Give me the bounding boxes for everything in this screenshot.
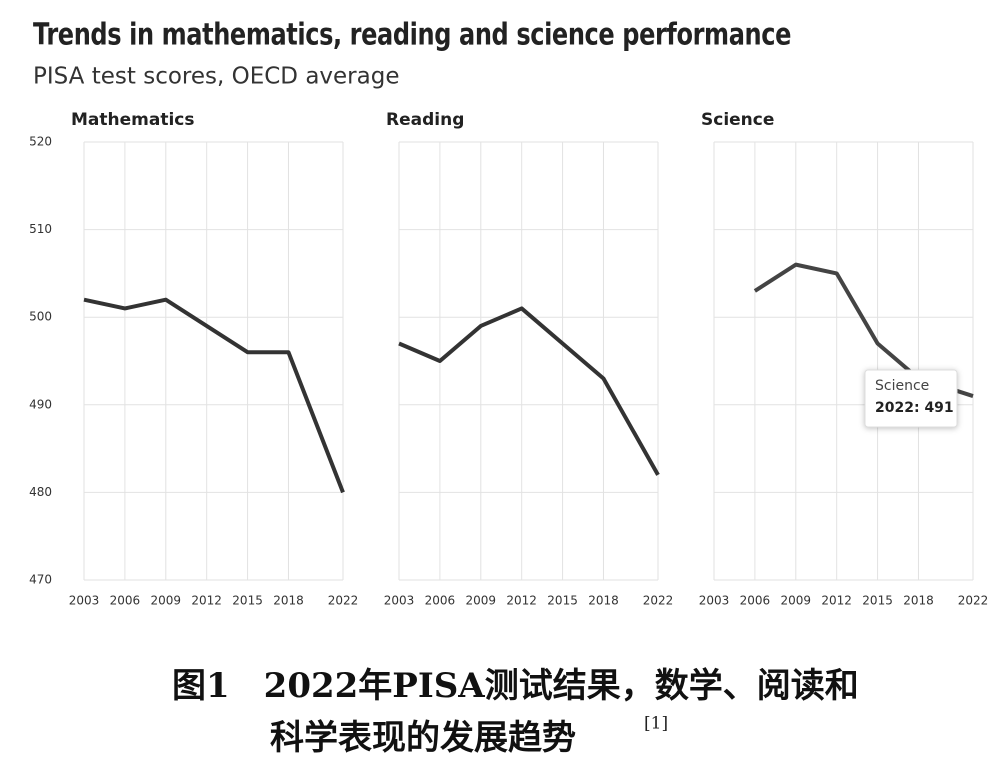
x-tick-label: 2003 — [699, 594, 730, 608]
x-tick-label: 2006 — [425, 594, 456, 608]
x-tick-label: 2012 — [191, 594, 222, 608]
chart-title: Trends in mathematics, reading and scien… — [33, 18, 791, 53]
panel-title: Reading — [386, 110, 464, 130]
x-tick-label: 2015 — [862, 594, 893, 608]
tooltip: Science 2022: 491 — [864, 369, 958, 428]
tooltip-series: Science — [875, 378, 929, 394]
x-tick-label: 2022 — [958, 594, 989, 608]
chart-subtitle: PISA test scores, OECD average — [33, 64, 399, 90]
y-tick-label: 480 — [29, 485, 52, 499]
y-tick-label: 520 — [29, 135, 52, 149]
y-tick-label: 470 — [29, 573, 52, 587]
x-tick-label: 2012 — [821, 594, 852, 608]
x-tick-label: 2009 — [781, 594, 812, 608]
x-tick-label: 2006 — [740, 594, 771, 608]
tooltip-box — [864, 369, 958, 428]
x-tick-label: 2012 — [506, 594, 537, 608]
tooltip-value: 2022: 491 — [875, 400, 954, 416]
x-tick-label: 2018 — [588, 594, 619, 608]
x-tick-label: 2018 — [903, 594, 934, 608]
x-tick-label: 2022 — [643, 594, 674, 608]
x-tick-label: 2015 — [232, 594, 263, 608]
y-tick-label: 490 — [29, 397, 52, 411]
caption-line: 图1 2022年PISA测试结果，数学、阅读和 — [172, 666, 859, 706]
panel-title: Mathematics — [71, 110, 194, 130]
caption-line: 科学表现的发展趋势 — [270, 718, 576, 758]
y-tick-label: 500 — [29, 310, 52, 324]
x-tick-label: 2015 — [547, 594, 578, 608]
x-tick-label: 2022 — [328, 594, 359, 608]
y-tick-label: 510 — [29, 222, 52, 236]
x-tick-label: 2006 — [110, 594, 141, 608]
x-tick-label: 2009 — [151, 594, 182, 608]
caption-ref: [1] — [644, 714, 668, 734]
x-tick-label: 2003 — [384, 594, 415, 608]
panel-title: Science — [701, 110, 774, 130]
x-tick-label: 2003 — [69, 594, 100, 608]
x-tick-label: 2018 — [273, 594, 304, 608]
x-tick-label: 2009 — [466, 594, 497, 608]
data-line — [398, 306, 660, 476]
data-line — [83, 297, 345, 494]
